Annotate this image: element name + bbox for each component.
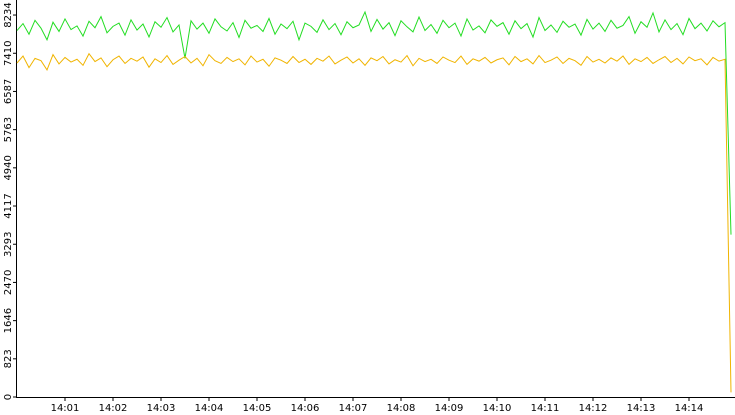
y-tick-label: 3293 — [3, 232, 14, 257]
x-tick-label: 14:05 — [243, 403, 272, 414]
x-tick-label: 14:11 — [531, 403, 560, 414]
y-tick-label: 8234 — [3, 2, 14, 27]
y-tick-label: 1646 — [3, 308, 14, 333]
x-tick-label: 14:06 — [291, 403, 320, 414]
x-tick-label: 14:14 — [675, 403, 704, 414]
y-tick-label: 6587 — [3, 79, 14, 104]
series-line — [16, 10, 732, 235]
x-tick-label: 14:04 — [195, 403, 224, 414]
x-tick-label: 14:01 — [51, 403, 80, 414]
x-tick-label: 14:02 — [99, 403, 128, 414]
x-tick-label: 14:07 — [339, 403, 368, 414]
y-tick-label: 4117 — [3, 193, 14, 218]
y-tick-label: 7410 — [3, 41, 14, 66]
x-tick-label: 14:10 — [483, 403, 512, 414]
x-tick-label: 14:03 — [147, 403, 176, 414]
y-tick-label: 0 — [3, 394, 14, 400]
x-tick-label: 14:12 — [579, 403, 608, 414]
y-tick-label: 823 — [3, 349, 14, 368]
y-tick-label: 5763 — [3, 117, 14, 142]
x-tick-label: 14:13 — [627, 403, 656, 414]
y-tick-label: 2470 — [3, 270, 14, 295]
x-tick-label: 14:08 — [387, 403, 416, 414]
x-tick-label: 14:09 — [435, 403, 464, 414]
series-line — [16, 52, 732, 393]
y-tick-label: 4940 — [3, 155, 14, 180]
